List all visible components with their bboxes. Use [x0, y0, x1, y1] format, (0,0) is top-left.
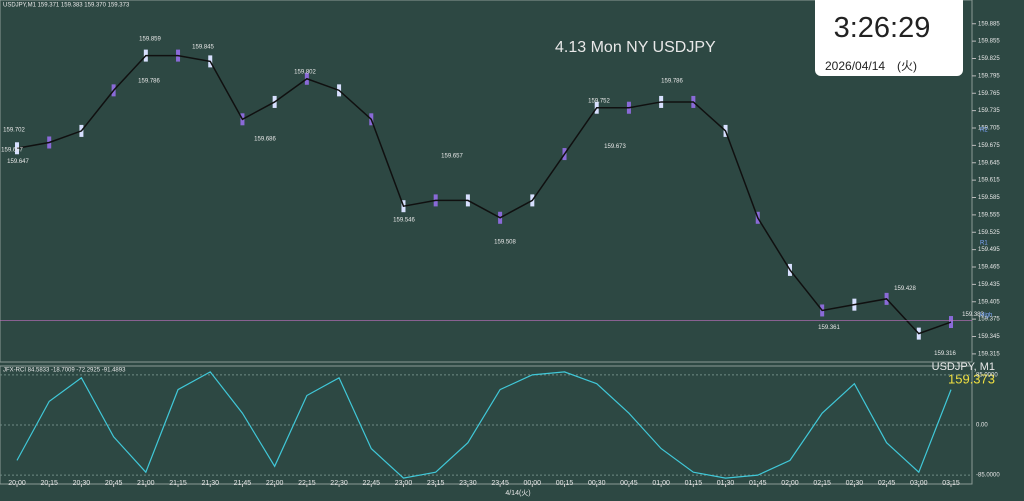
x-tick-label: 00:45	[620, 480, 638, 487]
chart-title: 4.13 Mon NY USDJPY	[555, 39, 716, 56]
y-tick-label: 159.675	[978, 143, 1000, 149]
osc-tick-label: 0.00	[976, 423, 988, 429]
y-tick-label: 159.465	[978, 265, 1000, 271]
clock: 3:26:29 2026/04/14 (火)	[815, 0, 963, 76]
x-tick-label: 02:45	[878, 480, 896, 487]
y-tick-label: 159.585	[978, 195, 1000, 201]
y-tick-label: 159.735	[978, 108, 1000, 114]
y-tick-label: 159.495	[978, 247, 1000, 253]
level-label: R2	[980, 128, 988, 134]
x-tick-label: 22:15	[298, 480, 316, 487]
x-tick-label: 22:30	[330, 480, 348, 487]
y-tick-label: 159.525	[978, 230, 1000, 236]
y-tick-label: 159.435	[978, 282, 1000, 288]
price-label: 159.361	[818, 325, 840, 331]
y-tick-label: 159.645	[978, 160, 1000, 166]
y-tick-label: 159.795	[978, 73, 1000, 79]
price-label: 159.859	[139, 36, 161, 42]
x-tick-label: 03:15	[942, 480, 960, 487]
y-tick-label: 159.855	[978, 39, 1000, 45]
y-tick-label: 159.615	[978, 178, 1000, 184]
x-tick-label: 22:00	[266, 480, 284, 487]
osc-line	[16, 371, 952, 479]
price-line	[16, 54, 952, 335]
price-label: 159.702	[3, 127, 25, 133]
x-tick-label: 23:00	[395, 480, 413, 487]
y-tick-label: 159.405	[978, 299, 1000, 305]
x-tick-label: 01:15	[685, 480, 703, 487]
x-tick-label: 23:30	[459, 480, 477, 487]
x-tick-label: 02:15	[813, 480, 831, 487]
price-label: 159.673	[604, 144, 626, 150]
y-tick-label: 159.345	[978, 334, 1000, 340]
level-label: R1	[980, 241, 988, 247]
price-label: 159.508	[494, 240, 516, 246]
oscillator-panel	[0, 365, 973, 485]
main-panel	[0, 0, 973, 363]
x-tick-label: 01:45	[749, 480, 767, 487]
price-label: 159.752	[588, 98, 610, 104]
price-label: 159.786	[138, 79, 160, 85]
y-tick-label: 159.765	[978, 91, 1000, 97]
level-label: High	[980, 313, 992, 319]
date-label: 4/14(火)	[505, 489, 530, 497]
x-tick-label: 23:45	[491, 480, 509, 487]
y-tick-label: 159.555	[978, 212, 1000, 218]
price-label: 159.802	[294, 69, 316, 75]
x-tick-label: 20:30	[73, 480, 91, 487]
x-tick-label: 02:30	[846, 480, 864, 487]
y-tick-label: 159.825	[978, 56, 1000, 62]
clock-date: 2026/04/14 (火)	[825, 59, 918, 73]
y-tick-label: 159.885	[978, 21, 1000, 27]
y-tick-label: 159.315	[978, 351, 1000, 357]
osc-tick-label: 85.0000	[976, 372, 998, 378]
x-tick-label: 01:00	[652, 480, 670, 487]
x-tick-label: 21:15	[169, 480, 187, 487]
symbol: USDJPY, M1	[932, 361, 995, 373]
x-tick-label: 00:00	[524, 480, 542, 487]
x-tick-label: 20:00	[8, 480, 26, 487]
price-label: 159.667	[1, 148, 23, 154]
x-tick-label: 00:30	[588, 480, 606, 487]
header: USDJPY,M1 159.371 159.383 159.370 159.37…	[3, 3, 130, 9]
price-label: 159.546	[393, 218, 415, 224]
x-tick-label: 21:00	[137, 480, 155, 487]
x-tick-label: 21:45	[234, 480, 252, 487]
x-tick-label: 03:00	[910, 480, 928, 487]
x-tick-label: 02:00	[781, 480, 799, 487]
price-label: 159.786	[661, 79, 683, 85]
current-price: 159.373	[948, 371, 995, 386]
price-label: 159.845	[192, 44, 214, 50]
price-label: 159.428	[894, 286, 916, 292]
y-tick-label: 159.375	[978, 317, 1000, 323]
x-tick-label: 00:15	[556, 480, 574, 487]
osc-label: JFX-RCI 84.5833 -18.7009 -72.2925 -91.48…	[3, 368, 126, 374]
x-tick-label: 20:45	[105, 480, 123, 487]
osc-tick-label: -85.0000	[976, 473, 1000, 479]
clock-time: 3:26:29	[833, 12, 931, 44]
price-label: 159.647	[7, 159, 29, 165]
x-tick-label: 20:15	[40, 480, 58, 487]
price-label: 159.316	[934, 351, 956, 357]
price-label: 159.383	[962, 312, 984, 318]
x-tick-label: 01:30	[717, 480, 735, 487]
x-tick-label: 22:45	[363, 480, 381, 487]
x-tick-label: 23:15	[427, 480, 445, 487]
price-label: 159.657	[441, 153, 463, 159]
price-label: 159.686	[254, 137, 276, 143]
y-tick-label: 159.705	[978, 126, 1000, 132]
x-tick-label: 21:30	[201, 480, 219, 487]
